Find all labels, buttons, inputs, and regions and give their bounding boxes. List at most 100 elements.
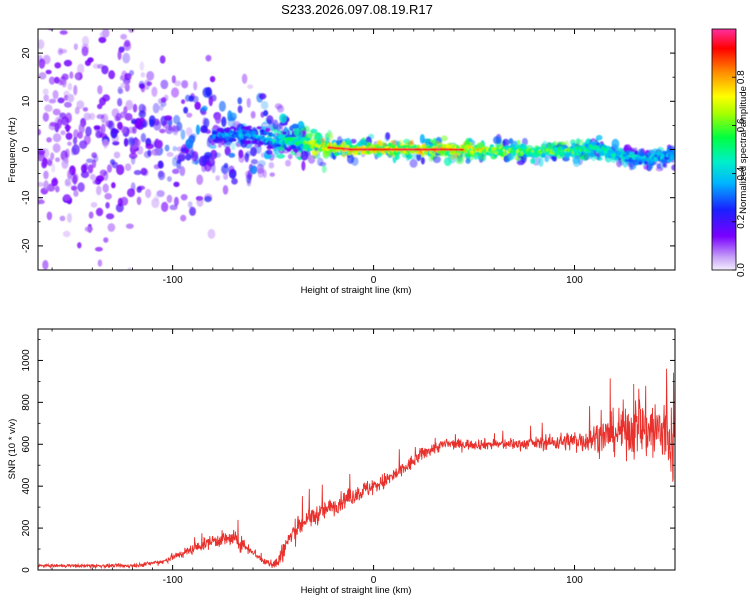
heatmap-cell	[236, 142, 241, 148]
snr-background	[38, 329, 675, 570]
heatmap-cell	[238, 153, 245, 163]
heatmap-cell	[133, 169, 142, 176]
heatmap-cell	[93, 125, 101, 130]
colorbar: 0.0 0.2 0.4 0.6 0.8 Normalized spectral ampl…	[711, 28, 749, 277]
heatmap-cell	[38, 128, 42, 136]
heatmap-cell	[523, 153, 528, 159]
heatmap-cell	[269, 172, 276, 177]
heatmap-cell	[419, 133, 425, 144]
heatmap-cell	[55, 185, 60, 193]
heatmap-cell	[336, 140, 340, 145]
colorbar-frame	[711, 28, 737, 271]
heatmap-cell	[626, 162, 636, 168]
heatmap-cell	[38, 181, 44, 187]
heatmap-cell	[237, 105, 243, 114]
heatmap-cell	[357, 152, 361, 156]
heatmap-y-tick-label: 10	[21, 95, 32, 107]
heatmap-cell	[282, 131, 287, 135]
heatmap-cell	[256, 126, 262, 130]
heatmap-cell	[187, 201, 193, 208]
heatmap-cell	[76, 100, 85, 109]
heatmap-cell	[156, 190, 165, 198]
heatmap-cell	[73, 190, 79, 197]
heatmap-cell	[69, 71, 74, 79]
heatmap-x-tick-label: -100	[163, 275, 183, 286]
heatmap-cell	[75, 72, 80, 80]
heatmap-cell	[159, 104, 164, 111]
heatmap-cell	[42, 88, 49, 95]
heatmap-cell	[209, 75, 216, 83]
heatmap-cell	[117, 50, 122, 61]
heatmap-cell	[302, 130, 307, 136]
heatmap-cell	[634, 160, 641, 166]
heatmap-cell	[229, 129, 234, 134]
heatmap-cell	[120, 33, 128, 40]
heatmap-cell	[268, 162, 275, 169]
heatmap-y-tick-label: -20	[21, 238, 32, 253]
heatmap-cell	[67, 82, 73, 91]
heatmap-cell	[172, 125, 179, 136]
heatmap-cell	[271, 138, 276, 142]
heatmap-cell	[61, 73, 69, 81]
heatmap-cell	[385, 132, 391, 140]
heatmap-cell	[286, 148, 292, 152]
heatmap-cell	[104, 193, 112, 200]
heatmap-cell	[99, 97, 106, 106]
heatmap-cell	[211, 162, 216, 174]
heatmap-cell	[70, 147, 77, 156]
heatmap-cell	[105, 213, 115, 220]
heatmap-cell	[465, 158, 471, 164]
heatmap-cell	[120, 82, 129, 89]
heatmap-cell	[123, 137, 129, 147]
heatmap-cell	[530, 158, 536, 165]
heatmap-cell	[139, 61, 145, 71]
heatmap-cell	[136, 186, 142, 193]
heatmap-cell	[211, 142, 215, 146]
heatmap-cell	[455, 155, 464, 165]
heatmap-cell	[145, 188, 152, 199]
heatmap-cell	[634, 150, 638, 156]
heatmap-cell	[366, 142, 372, 147]
heatmap-cell	[63, 59, 73, 67]
colorbar-tick-label: 0.6	[736, 118, 747, 132]
heatmap-cell	[307, 154, 316, 164]
heatmap-cell	[67, 94, 75, 103]
heatmap-cell	[317, 140, 322, 145]
heatmap-cell	[296, 152, 302, 157]
heatmap-cell	[81, 43, 90, 53]
heatmap-cell	[282, 144, 287, 148]
heatmap-cell	[183, 106, 189, 114]
heatmap-cell	[234, 122, 241, 128]
heatmap-cell	[97, 85, 103, 95]
heatmap-cell	[38, 199, 45, 205]
heatmap-cell	[224, 146, 231, 156]
heatmap-cell	[161, 201, 169, 213]
heatmap-cell	[206, 137, 212, 148]
heatmap-cell	[167, 119, 173, 127]
heatmap-cell	[88, 211, 94, 219]
heatmap-cell	[153, 120, 162, 131]
heatmap-cell	[102, 183, 109, 193]
heatmap-cell	[70, 172, 79, 184]
heatmap-cell	[67, 169, 72, 180]
heatmap-cell	[301, 160, 306, 171]
heatmap-cell	[179, 165, 186, 177]
heatmap-cell	[209, 144, 217, 149]
heatmap-cell	[661, 158, 667, 163]
heatmap-cell	[672, 149, 675, 153]
heatmap-cell	[72, 136, 78, 145]
heatmap-cell	[221, 116, 227, 127]
heatmap-cell	[250, 159, 258, 165]
heatmap-cell	[73, 43, 78, 51]
chart-title: S233.2026.097.08.19.R17	[281, 2, 433, 17]
heatmap-cell	[71, 185, 77, 191]
heatmap-cell	[59, 48, 68, 54]
heatmap-cell	[60, 116, 70, 126]
heatmap-cell	[219, 138, 224, 142]
heatmap-cell	[54, 76, 60, 84]
heatmap-cell	[157, 171, 166, 181]
heatmap-cell	[172, 146, 178, 152]
heatmap-cell	[146, 71, 155, 81]
